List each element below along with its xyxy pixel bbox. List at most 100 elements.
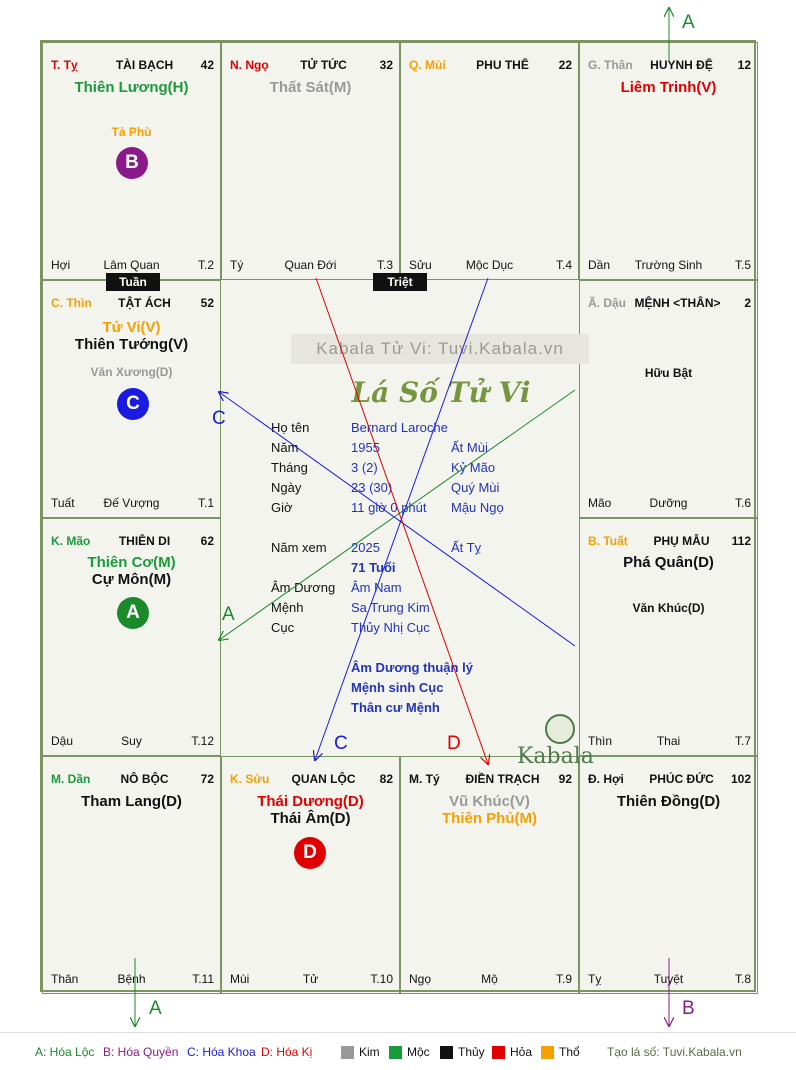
legend-hoa-quyen: B: Hóa Quyền [103, 1045, 179, 1059]
palace-name: THIÊN DI [118, 534, 171, 548]
cell-age: T.3 [376, 258, 393, 272]
cell-age: T.8 [734, 972, 751, 986]
main-star: Tử Vi(V) [102, 319, 161, 336]
triet-tag: Triệt [373, 273, 427, 291]
value-gio-can: Mậu Ngọ [451, 500, 504, 515]
cell-code: M. Dần [51, 772, 91, 786]
legend-hoa-khoa: C: Hóa Khoa [187, 1045, 256, 1059]
cell-stage: Thai [656, 734, 681, 748]
cell-branch: Mão [588, 496, 612, 510]
palace-name: PHỤ MẪU [653, 534, 710, 548]
palace-number: 32 [379, 58, 393, 72]
minor-star: Văn Khúc(D) [632, 601, 705, 615]
cell-dau-menh: Ã. Dậu MỆNH <THÂN> 2 Hữu Bật Mão Dưỡng T… [579, 280, 758, 518]
cell-mui-phu-the: Q. Mùi PHU THÊ 22 Sửu Mộc Dục T.4 [400, 42, 579, 280]
tuvi-chart: T. Tỵ TÀI BẠCH 42 Thiên Lương(H) Tả Phù … [40, 40, 758, 994]
cell-age: T.6 [734, 496, 751, 510]
palace-number: 82 [379, 772, 393, 786]
cell-code: K. Mão [51, 534, 91, 548]
value-ho-ten: Bernard Laroche [351, 420, 448, 435]
main-star: Liêm Trinh(V) [620, 79, 717, 96]
palace-number: 102 [730, 772, 751, 786]
main-star: Thiên Đồng(D) [616, 793, 721, 810]
cell-code: Q. Mùi [409, 58, 446, 72]
cell-branch: Tý [230, 258, 244, 272]
cell-stage: Tử [302, 972, 319, 986]
cell-code: G. Thân [588, 58, 633, 72]
hoa-ki-arrow [315, 277, 488, 764]
cell-stage: Dưỡng [649, 496, 688, 510]
note-menh-cuc: Mệnh sinh Cục [351, 680, 444, 695]
label-gio: Giờ [271, 500, 293, 515]
brand-name: Kabala [517, 744, 594, 769]
minor-star: Tả Phù [111, 125, 152, 139]
palace-number: 2 [744, 296, 751, 310]
palace-number: 42 [200, 58, 214, 72]
minor-star: Hữu Bật [644, 366, 693, 380]
value-gio: 11 giờ 0 phút [351, 500, 427, 515]
cell-code: T. Tỵ [51, 58, 78, 72]
legend-tho: Thổ [559, 1045, 580, 1059]
value-nam-xem: 2025 [351, 540, 380, 555]
value-thang-can: Kỷ Mão [451, 460, 496, 475]
legend-moc: Mộc [407, 1045, 430, 1059]
legend-hoa-loc: A: Hóa Lộc [35, 1045, 95, 1059]
value-ngay: 23 (30) [351, 480, 393, 495]
main-star: Cự Môn(M) [91, 571, 172, 588]
cell-code: Ã. Dậu [588, 296, 627, 310]
palace-name: TÀI BẠCH [115, 58, 174, 72]
cell-branch: Dần [588, 258, 611, 272]
main-star: Tham Lang(D) [81, 793, 182, 810]
main-star: Thái Dương(D) [257, 793, 364, 810]
main-star: Thiên Cơ(M) [87, 554, 176, 571]
cell-tuat-phu-mau: B. Tuất PHỤ MẪU 112 Phá Quân(D) Văn Khúc… [579, 518, 758, 756]
hoa-khoa-badge: C [117, 388, 149, 420]
cell-age: T.2 [197, 258, 214, 272]
moc-swatch [389, 1046, 402, 1059]
cell-branch: Dậu [51, 734, 74, 748]
cell-branch: Thân [51, 972, 79, 986]
cell-code: K. Sửu [230, 772, 270, 786]
main-star: Vũ Khúc(V) [449, 793, 530, 810]
main-star: Thiên Phủ(M) [442, 810, 537, 827]
value-tuoi: 71 Tuổi [351, 560, 396, 575]
cell-stage: Quan Đới [284, 258, 337, 272]
cell-mao-thien-di: K. Mão THIÊN DI 62 Thiên Cơ(M) Cự Môn(M)… [42, 518, 221, 756]
main-star: Thiên Tướng(V) [74, 336, 189, 353]
cell-age: T.5 [734, 258, 751, 272]
cell-branch: Thìn [588, 734, 613, 748]
arrow-label-c: C [334, 733, 348, 754]
palace-name: TỬ TỨC [300, 58, 347, 72]
legend: A: Hóa Lộc B: Hóa Quyền C: Hóa Khoa D: H… [0, 1032, 796, 1070]
palace-number: 22 [558, 58, 572, 72]
palace-number: 72 [200, 772, 214, 786]
main-star: Thái Âm(D) [270, 810, 351, 827]
site-link[interactable]: Tạo lá số: Tuvi.Kabala.vn [607, 1045, 742, 1059]
hoa-loc-arrow [219, 389, 576, 640]
label-cuc: Cục [271, 620, 295, 635]
value-nam-xem-can: Ất Tỵ [451, 540, 482, 555]
palace-name: QUAN LỘC [291, 772, 356, 786]
cell-dan-no-boc: M. Dần NÔ BỘC 72 Tham Lang(D) Thân Bệnh … [42, 756, 221, 994]
value-thang: 3 (2) [351, 460, 378, 475]
cell-stage: Suy [121, 734, 142, 748]
note-than-menh: Thân cư Mệnh [351, 700, 440, 715]
tuan-tag: Tuần [106, 273, 160, 291]
legend-hoa-ki: D: Hóa Kị [261, 1045, 313, 1059]
cell-branch: Sửu [409, 258, 432, 272]
cell-age: T.7 [734, 734, 751, 748]
arrow-label-a: A [149, 998, 162, 1019]
page-title: Lá Số Tử Vi [351, 376, 531, 409]
legend-thuy: Thủy [458, 1045, 485, 1059]
cell-code: B. Tuất [588, 534, 628, 548]
cell-age: T.9 [555, 972, 572, 986]
cell-ty-dien-trach: M. Tý ĐIỀN TRẠCH 92 Vũ Khúc(V) Thiên Phủ… [400, 756, 579, 994]
palace-number: 112 [731, 534, 751, 548]
cell-stage: Lâm Quan [103, 258, 160, 272]
minor-star: Văn Xương(D) [90, 365, 173, 379]
value-am-duong: Âm Nam [351, 580, 402, 595]
palace-name: PHU THÊ [476, 58, 529, 72]
value-cuc: Thủy Nhị Cục [351, 620, 430, 635]
hoa-ki-badge: D [294, 837, 326, 869]
